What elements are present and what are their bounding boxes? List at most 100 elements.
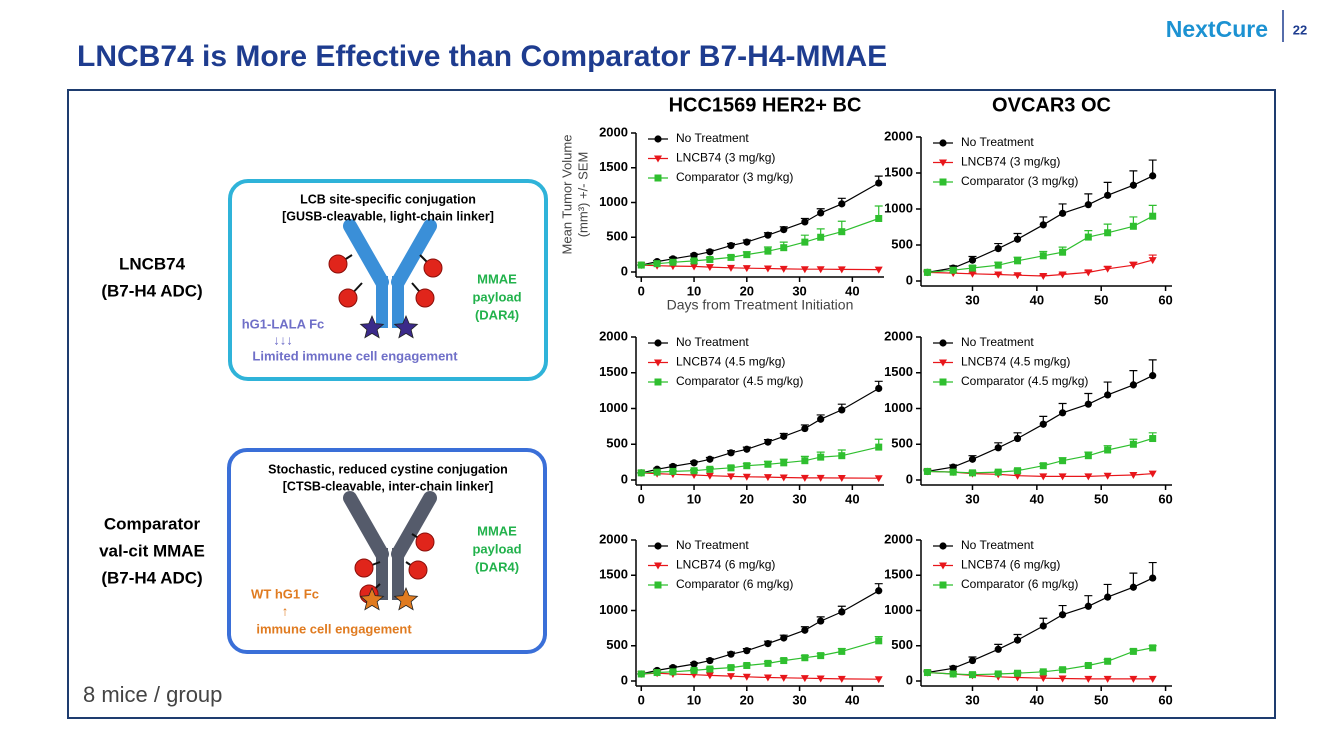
payload-ball <box>328 254 348 274</box>
y-tick-label: 2000 <box>599 124 628 139</box>
data-point <box>949 266 957 274</box>
data-point <box>1104 391 1112 399</box>
data-point <box>801 457 809 465</box>
data-point <box>742 265 751 273</box>
y-tick-label: 500 <box>606 436 628 451</box>
fc-label: hG1-LALA Fc <box>242 316 325 331</box>
row-label: (B7-H4 ADC) <box>101 568 202 587</box>
data-point <box>690 467 698 475</box>
data-point <box>1129 647 1137 655</box>
data-point <box>1058 675 1067 683</box>
legend-label: LNCB74 (6 mg/kg) <box>676 558 775 572</box>
fc-star <box>393 586 419 611</box>
data-point <box>817 233 825 241</box>
data-point <box>764 231 772 239</box>
data-point <box>1149 172 1157 180</box>
data-point <box>1058 271 1067 279</box>
data-point <box>780 657 788 665</box>
diagram-heading: Stochastic, reduced cystine conjugation <box>268 462 508 476</box>
data-point <box>1013 472 1022 480</box>
y-tick-label: 1000 <box>884 400 913 415</box>
data-point <box>780 459 788 467</box>
y-tick-label: 0 <box>621 672 628 687</box>
y-tick-label: 2000 <box>884 328 913 343</box>
y-axis-label: (mm³) +/- SEM <box>575 152 590 238</box>
payload-ball <box>408 560 428 580</box>
data-point <box>1104 593 1112 601</box>
data-point <box>779 474 788 482</box>
data-point <box>923 669 931 677</box>
x-tick-label: 20 <box>740 491 754 506</box>
x-tick-label: 30 <box>792 491 806 506</box>
data-point <box>800 675 809 683</box>
data-point <box>968 469 976 477</box>
data-point <box>994 645 1002 653</box>
data-point <box>1014 467 1022 475</box>
legend-label: Comparator (6 mg/kg) <box>676 577 793 591</box>
data-point <box>705 264 714 272</box>
data-point <box>1084 233 1092 241</box>
data-point <box>653 260 661 268</box>
data-point <box>743 661 751 669</box>
x-tick-label: 0 <box>638 692 645 707</box>
legend-label: No Treatment <box>961 538 1034 552</box>
data-point <box>1129 471 1138 479</box>
y-tick-label: 1500 <box>599 567 628 582</box>
payload-ball <box>415 288 435 308</box>
legend-marker <box>939 581 947 589</box>
row-label: Comparator <box>104 514 201 533</box>
data-point <box>874 475 883 483</box>
slide-title: LNCB74 is More Effective than Comparator… <box>77 40 887 73</box>
data-point <box>874 266 883 274</box>
legend-marker <box>939 178 947 186</box>
row-label: (B7-H4 ADC) <box>101 281 202 300</box>
x-tick-label: 20 <box>740 692 754 707</box>
data-point <box>764 460 772 468</box>
fc-label: WT hG1 Fc <box>251 586 319 601</box>
data-point <box>801 238 809 246</box>
data-point <box>1013 235 1022 243</box>
data-point <box>779 674 788 682</box>
data-point <box>1059 457 1067 465</box>
data-point <box>1039 668 1047 676</box>
data-point <box>875 384 883 393</box>
y-tick-label: 1000 <box>599 602 628 617</box>
y-tick-label: 0 <box>906 672 913 687</box>
y-tick-label: 500 <box>891 236 913 251</box>
data-point <box>653 468 661 476</box>
legend-marker <box>654 378 662 386</box>
content-frame <box>67 89 1276 719</box>
data-point <box>875 637 883 645</box>
x-tick-label: 30 <box>965 692 979 707</box>
legend-marker <box>939 542 947 550</box>
y-tick-label: 500 <box>891 436 913 451</box>
fc-label: immune cell engagement <box>256 621 412 636</box>
data-point <box>1084 269 1093 277</box>
x-tick-label: 50 <box>1094 491 1108 506</box>
series-line <box>641 446 879 474</box>
y-tick-label: 1000 <box>884 200 913 215</box>
y-tick-label: 0 <box>906 471 913 486</box>
legend-marker <box>939 339 947 347</box>
data-point <box>764 438 772 446</box>
data-point <box>726 673 735 681</box>
y-tick-label: 1000 <box>599 194 628 209</box>
legend-label: Comparator (4.5 mg/kg) <box>676 374 803 388</box>
x-tick-label: 60 <box>1158 491 1172 506</box>
data-point <box>690 459 698 467</box>
payload-label: (DAR4) <box>475 307 519 322</box>
y-tick-label: 2000 <box>599 328 628 343</box>
data-point <box>1059 248 1067 256</box>
legend-label: No Treatment <box>961 135 1034 149</box>
diagram-heading: LCB site-specific conjugation <box>300 192 476 206</box>
data-point <box>838 647 846 655</box>
data-point <box>817 209 825 217</box>
legend-label: No Treatment <box>676 538 749 552</box>
x-tick-label: 40 <box>845 491 859 506</box>
logo: NextCure <box>1166 16 1268 42</box>
legend-marker <box>654 174 662 182</box>
fc-star <box>359 586 385 611</box>
y-tick-label: 1500 <box>884 364 913 379</box>
data-point <box>1148 470 1157 478</box>
y-tick-label: 0 <box>906 272 913 287</box>
